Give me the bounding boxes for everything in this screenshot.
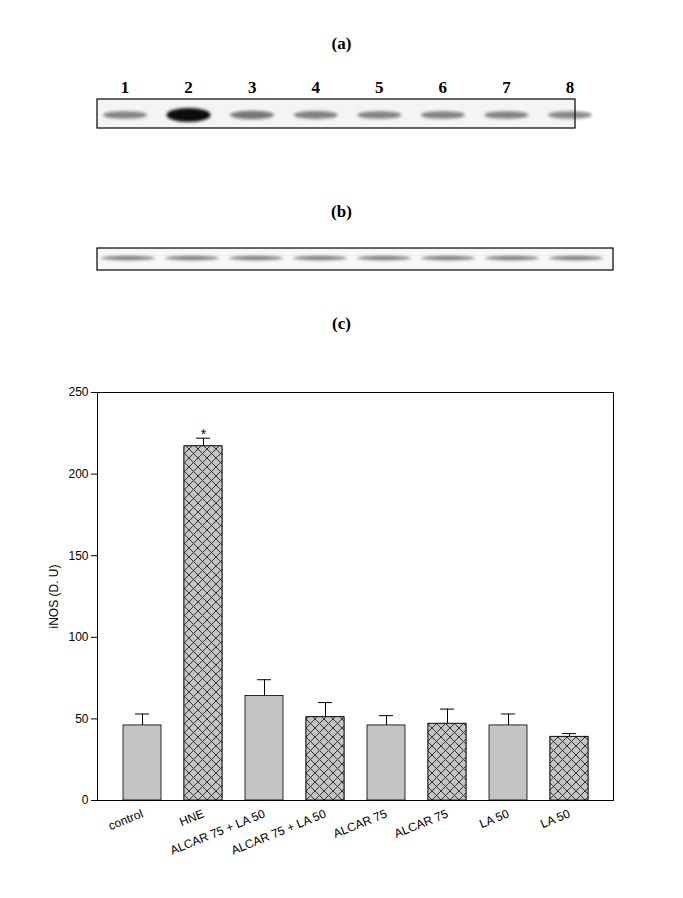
svg-text:ALCAR 75: ALCAR 75 bbox=[331, 806, 389, 840]
svg-text:1: 1 bbox=[121, 78, 130, 97]
svg-text:50: 50 bbox=[75, 712, 89, 726]
svg-text:100: 100 bbox=[68, 630, 88, 644]
svg-text:LA 50: LA 50 bbox=[538, 806, 572, 831]
html-text:(b): (b) bbox=[331, 202, 352, 221]
svg-text:2: 2 bbox=[184, 78, 193, 97]
svg-text:0: 0 bbox=[82, 793, 89, 807]
html-text:(c): (c) bbox=[332, 314, 351, 333]
svg-text:3: 3 bbox=[248, 78, 257, 97]
svg-text:150: 150 bbox=[68, 549, 88, 563]
svg-text:ALCAR 75 + LA 50: ALCAR 75 + LA 50 bbox=[168, 806, 268, 858]
svg-text:7: 7 bbox=[502, 78, 511, 97]
svg-text:*: * bbox=[201, 426, 207, 442]
svg-text:ALCAR 75: ALCAR 75 bbox=[392, 806, 450, 840]
svg-text:200: 200 bbox=[68, 467, 88, 481]
svg-text:HNE: HNE bbox=[177, 807, 206, 829]
svg-text:ALCAR 75 + LA 50: ALCAR 75 + LA 50 bbox=[229, 806, 328, 857]
svg-text:iNOS (D. U): iNOS (D. U) bbox=[47, 565, 61, 629]
svg-text:250: 250 bbox=[68, 385, 88, 399]
html-text:(a): (a) bbox=[331, 34, 352, 53]
svg-text:control: control bbox=[106, 807, 145, 833]
svg-text:6: 6 bbox=[439, 78, 448, 97]
svg-text:5: 5 bbox=[375, 78, 384, 97]
svg-text:8: 8 bbox=[566, 78, 575, 97]
svg-text:LA 50: LA 50 bbox=[477, 806, 511, 831]
svg-text:4: 4 bbox=[311, 78, 320, 97]
